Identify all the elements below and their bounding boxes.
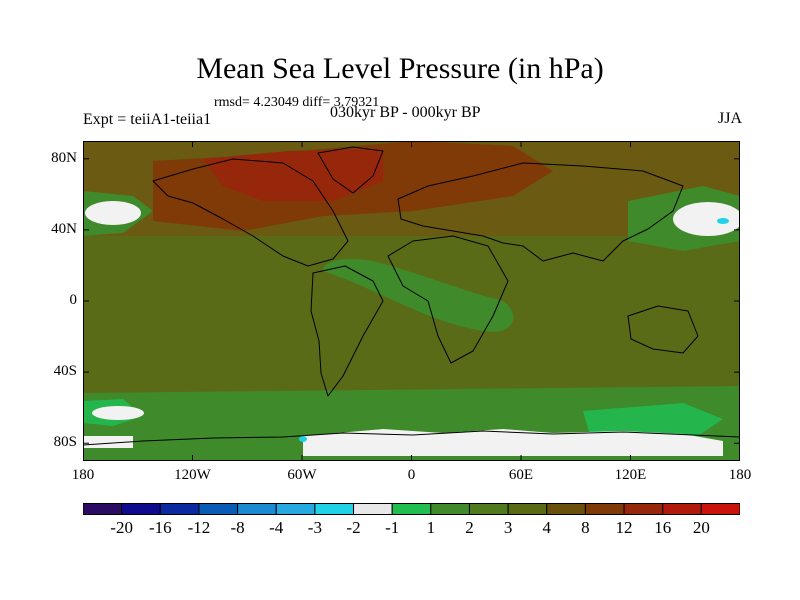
lon-label: 180 (71, 467, 95, 483)
coast-north-america (152, 158, 349, 267)
coast-africa (387, 235, 509, 364)
field-high-north-pacific-west (85, 201, 141, 225)
colorbar-box (121, 503, 161, 515)
lat-label: 0 (69, 292, 78, 308)
pressure-field (83, 141, 740, 461)
field-cyan-south (299, 436, 307, 442)
colorbar-label: -2 (346, 518, 361, 537)
coast-south-america (310, 265, 384, 397)
experiment-label: Expt = teiiA1-teiia1 (83, 111, 212, 128)
stats-label: rmsd= 4.23049 diff= 3.79321 (214, 95, 380, 110)
field-antarctic-strip-2 (83, 442, 133, 448)
colorbar-box (430, 503, 470, 515)
colorbar-box (353, 503, 393, 515)
colorbar-box (623, 503, 664, 515)
coast-antarctica (83, 430, 740, 446)
field-high-north-pacific-east (673, 202, 740, 236)
season-label: JJA (717, 110, 742, 127)
colorbar-box (700, 503, 740, 515)
colorbar-label: 3 (503, 518, 513, 537)
colorbar-box (275, 503, 316, 515)
colorbar-box (662, 503, 702, 515)
colorbar-label: 4 (542, 518, 552, 537)
lon-label: 120W (174, 467, 211, 483)
colorbar-box (584, 503, 625, 515)
coast-greenland (317, 146, 384, 194)
colorbar-label: -3 (307, 518, 322, 537)
colorbar-box (391, 503, 432, 515)
field-ocean (83, 236, 740, 396)
field-antarctic-strip (83, 436, 133, 442)
field-antarctic-white (303, 429, 723, 456)
colorbar-label: 8 (581, 518, 590, 537)
coast-australia (627, 305, 699, 354)
lat-label: 80S (53, 434, 77, 451)
lon-label: 180 (728, 467, 752, 483)
field-cyan-north (717, 218, 729, 224)
colorbar-box (159, 503, 200, 515)
colorbar-box (314, 503, 355, 515)
colorbar-label: 16 (654, 518, 672, 537)
colorbar-box (237, 503, 277, 515)
colorbar-label: -1 (385, 518, 400, 537)
colorbar-label: 12 (615, 518, 633, 537)
map-title: Mean Sea Level Pressure (in hPa) (196, 52, 604, 85)
colorbar-label: -12 (187, 518, 211, 537)
colorbar (83, 503, 740, 515)
colorbar-box (546, 503, 586, 515)
colorbar-label: -16 (148, 518, 172, 537)
colorbar-label: -8 (230, 518, 245, 537)
pressure-map (83, 141, 740, 461)
period-label: 030kyr BP - 000kyr BP (330, 104, 481, 121)
colorbar-label: -4 (269, 518, 284, 537)
colorbar-boxes (83, 503, 740, 515)
colorbar-label: 2 (465, 518, 474, 537)
lon-label: 60W (287, 467, 317, 483)
lon-label: 0 (407, 467, 416, 483)
colorbar-box (468, 503, 509, 515)
colorbar-label: 20 (692, 518, 710, 537)
field-north-atlantic-hot (203, 149, 383, 201)
colorbar-label: -20 (110, 518, 133, 537)
lon-label: 60E (508, 467, 534, 483)
lat-label: 80N (51, 149, 77, 166)
colorbar-box (507, 503, 548, 515)
lon-label: 120E (614, 467, 647, 483)
colorbar-box (83, 503, 123, 515)
lat-label: 40N (51, 220, 77, 237)
lat-label: 40S (53, 363, 77, 380)
colorbar-label: 1 (426, 518, 436, 537)
field-antarctic-white-west (92, 406, 144, 420)
coastlines (83, 146, 740, 446)
colorbar-box (198, 503, 239, 515)
map-ticks (83, 141, 740, 461)
coast-eurasia (397, 162, 684, 262)
